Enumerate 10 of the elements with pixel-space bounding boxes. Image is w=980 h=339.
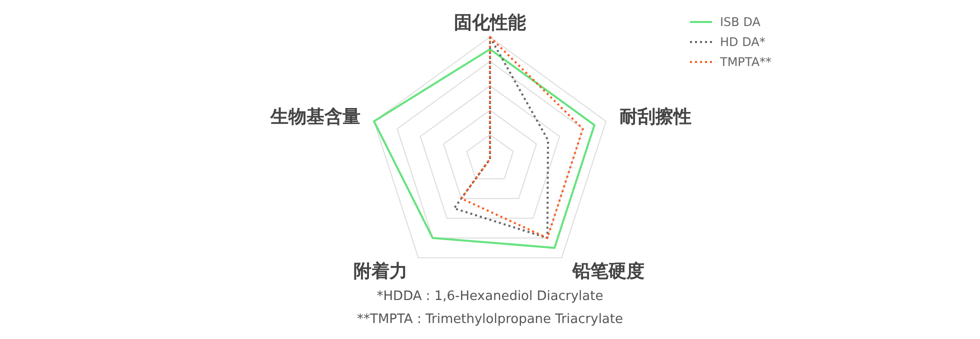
text: **TMPTA : Trimethylolpropane Triacrylate [357, 312, 623, 327]
text: *HDDA : 1,6-Hexanediol Diacrylate [376, 289, 604, 304]
spoke-label: 耐刮擦性 [619, 106, 692, 128]
spoke-label: 铅笔硬度 [571, 261, 644, 282]
spoke-label: 附着力 [354, 261, 408, 282]
legend-label: HD DA* [720, 35, 766, 49]
spoke-label: 固化性能 [454, 12, 526, 34]
legend-label: ISB DA [720, 15, 762, 29]
legend-label: TMPTA** [719, 55, 772, 69]
spoke-label: 生物基含量 [270, 106, 361, 128]
